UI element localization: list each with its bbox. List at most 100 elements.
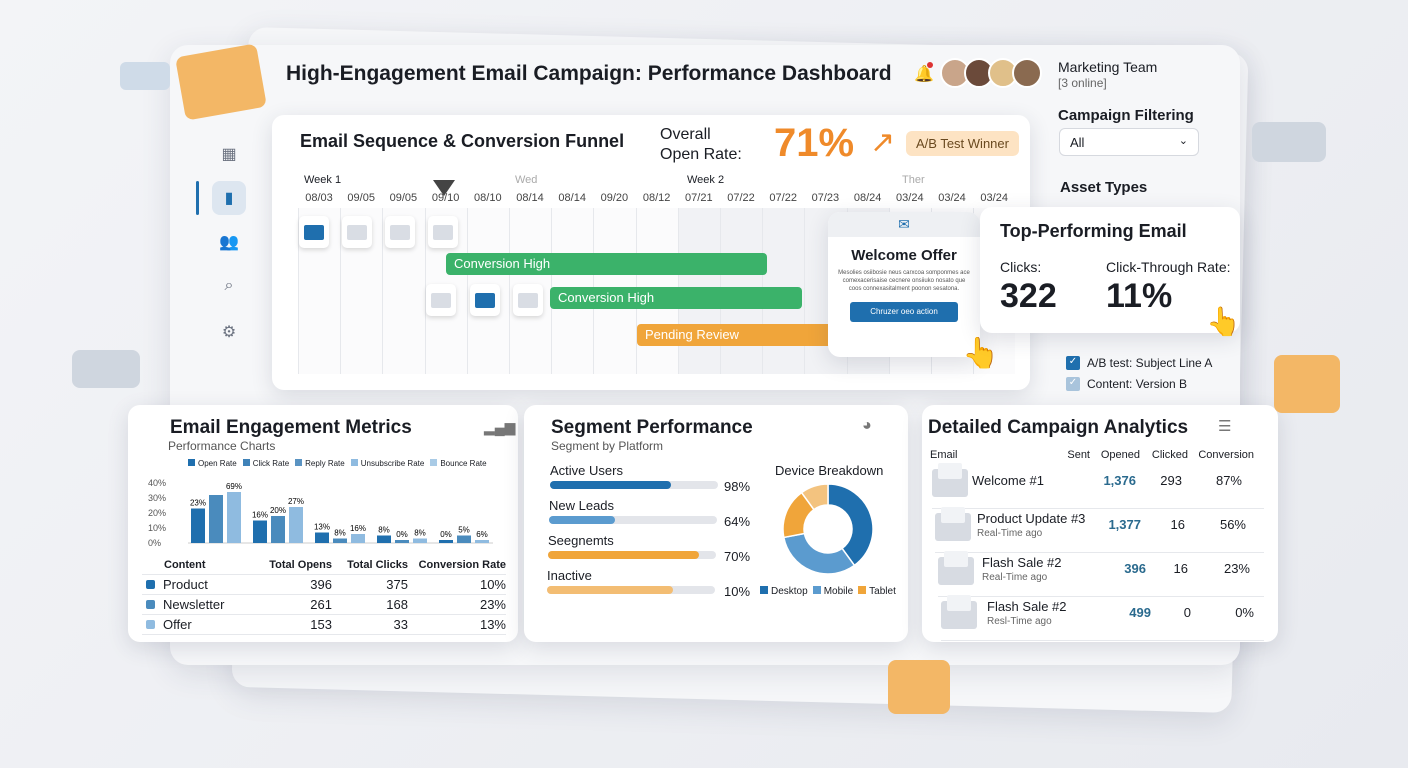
bar-label: 13% [314,523,330,532]
email-icon[interactable] [385,216,415,248]
email-time: Real-Time ago [982,572,1048,583]
table-row[interactable]: Product Update #3 Real-Time ago 1,377 16 56% [935,507,1264,553]
clicked-value: 0 [1183,605,1191,620]
row-swatch [146,600,155,609]
donut-slice[interactable] [827,483,874,567]
bar[interactable] [253,520,267,544]
bar[interactable] [289,507,303,543]
check-label: A/B test: Subject Line A [1087,356,1213,370]
check-content[interactable]: ✓ Content: Version B [1066,377,1187,391]
table-row[interactable]: Product 396 375 10% [142,575,506,595]
users-icon[interactable]: 👥 [219,234,239,251]
legend-item: Click Rate [242,459,289,469]
timeline-date: 08/10 [474,192,502,204]
welcome-cta-button[interactable]: Chruzer oeo action [850,302,958,322]
bar[interactable] [439,540,453,543]
timeline-column [382,208,424,374]
bar[interactable] [271,516,285,543]
pie-chart-icon[interactable]: ◕ [862,417,872,434]
envelope-icon [1274,355,1340,413]
timeline-bar[interactable]: Conversion High [550,287,802,309]
bar[interactable] [413,538,427,544]
table-row[interactable]: Flash Sale #2 Real-Time ago 396 16 23% [938,551,1264,597]
bar-label: 8% [414,529,426,538]
bar[interactable] [457,535,471,544]
table-row[interactable]: Welcome #1 1,376 293 87% [932,463,1264,509]
bar-chart-icon[interactable]: ▂▄▆ [484,419,516,435]
bar[interactable] [209,495,223,543]
bar-label: 8% [378,526,390,535]
segment-bar [549,516,717,524]
email-icon[interactable] [342,216,372,248]
chat-bubble-icon [72,350,140,388]
cursor-hand-icon: 👆 [962,337,1000,370]
arrow-up-icon: ↗ [870,126,896,159]
timeline-date: 08/14 [558,192,586,204]
timeline-date: 08/14 [516,192,544,204]
chat-bubble-icon [120,62,170,90]
gear-icon[interactable]: ⚙ [221,324,237,341]
timeline-date: 07/22 [769,192,797,204]
campaign-filter-select[interactable]: All ⌄ [1059,128,1199,156]
chart-legend: Open Rate Click Rate Reply Rate Unsubscribe… [188,459,487,469]
bell-icon[interactable]: 🔔 [914,66,934,83]
bar-label: 0% [440,530,452,539]
bar-label: 16% [350,524,366,533]
clicks-label: Clicks: [1000,259,1042,275]
check-ab-test[interactable]: ✓ A/B test: Subject Line A [1066,356,1212,370]
device-breakdown-title: Device Breakdown [775,463,884,478]
bar[interactable] [191,508,205,544]
engagement-subtitle: Performance Charts [168,439,276,453]
bar[interactable] [227,492,241,543]
conversion-value: 87% [1215,473,1242,488]
timeline-column [466,208,509,374]
envelope-icon [941,595,977,629]
timeline-date: 09/05 [347,192,375,204]
list-icon[interactable]: ☰ [1218,418,1232,435]
bar[interactable] [333,538,347,544]
email-icon[interactable] [299,216,329,248]
email-icon[interactable] [513,284,543,316]
engagement-table: Content Total Opens Total Clicks Conversion… [142,555,506,635]
bar[interactable] [315,532,329,544]
email-icon[interactable] [426,284,456,316]
week-label: Week 1 [304,174,342,186]
team-avatars[interactable] [940,58,1042,88]
legend-item: Mobile [812,586,853,597]
bar[interactable] [351,534,365,543]
notification-dot [927,62,933,68]
email-icon[interactable] [428,216,458,248]
timeline-bar[interactable]: Conversion High [446,253,767,275]
donut-slice[interactable] [800,483,829,511]
legend-item: Tablet [858,586,896,597]
bar[interactable] [395,540,409,543]
table-row[interactable]: Flash Sale #2 Resl-Time ago 499 0 0% [941,595,1264,641]
search-icon[interactable]: ⌕ [224,277,234,294]
bar-chart-icon[interactable]: ▮ [212,181,246,215]
timeline-date: 07/22 [727,192,755,204]
timeline-date: 08/12 [642,192,671,204]
timeline-date: 09/10 [431,192,460,204]
active-indicator [196,181,199,215]
donut-slice[interactable] [782,532,856,575]
table-row[interactable]: Offer 153 33 13% [142,615,506,635]
bar-label: 23% [190,499,206,508]
timeline-date: 08/03 [305,192,333,204]
timeline-bar[interactable]: Pending Review [637,324,860,346]
bar[interactable] [475,540,489,543]
y-tick-label: 10% [148,523,166,533]
grid-icon[interactable]: ▦ [221,146,237,163]
email-icon[interactable] [470,284,500,316]
timeline-marker[interactable] [433,180,455,196]
conversion-value: 56% [1219,517,1246,532]
bar[interactable] [377,535,391,544]
email-name: Flash Sale #2 [987,599,1067,614]
email-name: Welcome #1 [972,473,1045,488]
donut-legend: Desktop Mobile Tablet [760,586,896,597]
segment-label: Active Users [550,463,623,478]
table-header: Content Total Opens Total Clicks Conversion… [142,555,506,575]
table-row[interactable]: Newsletter 261 168 23% [142,595,506,615]
segment-label: Seegnemts [548,533,614,548]
envelope-icon [935,507,971,541]
welcome-offer-preview[interactable]: ✉ Welcome Offer Mesolies osiibosie neus … [828,212,980,357]
